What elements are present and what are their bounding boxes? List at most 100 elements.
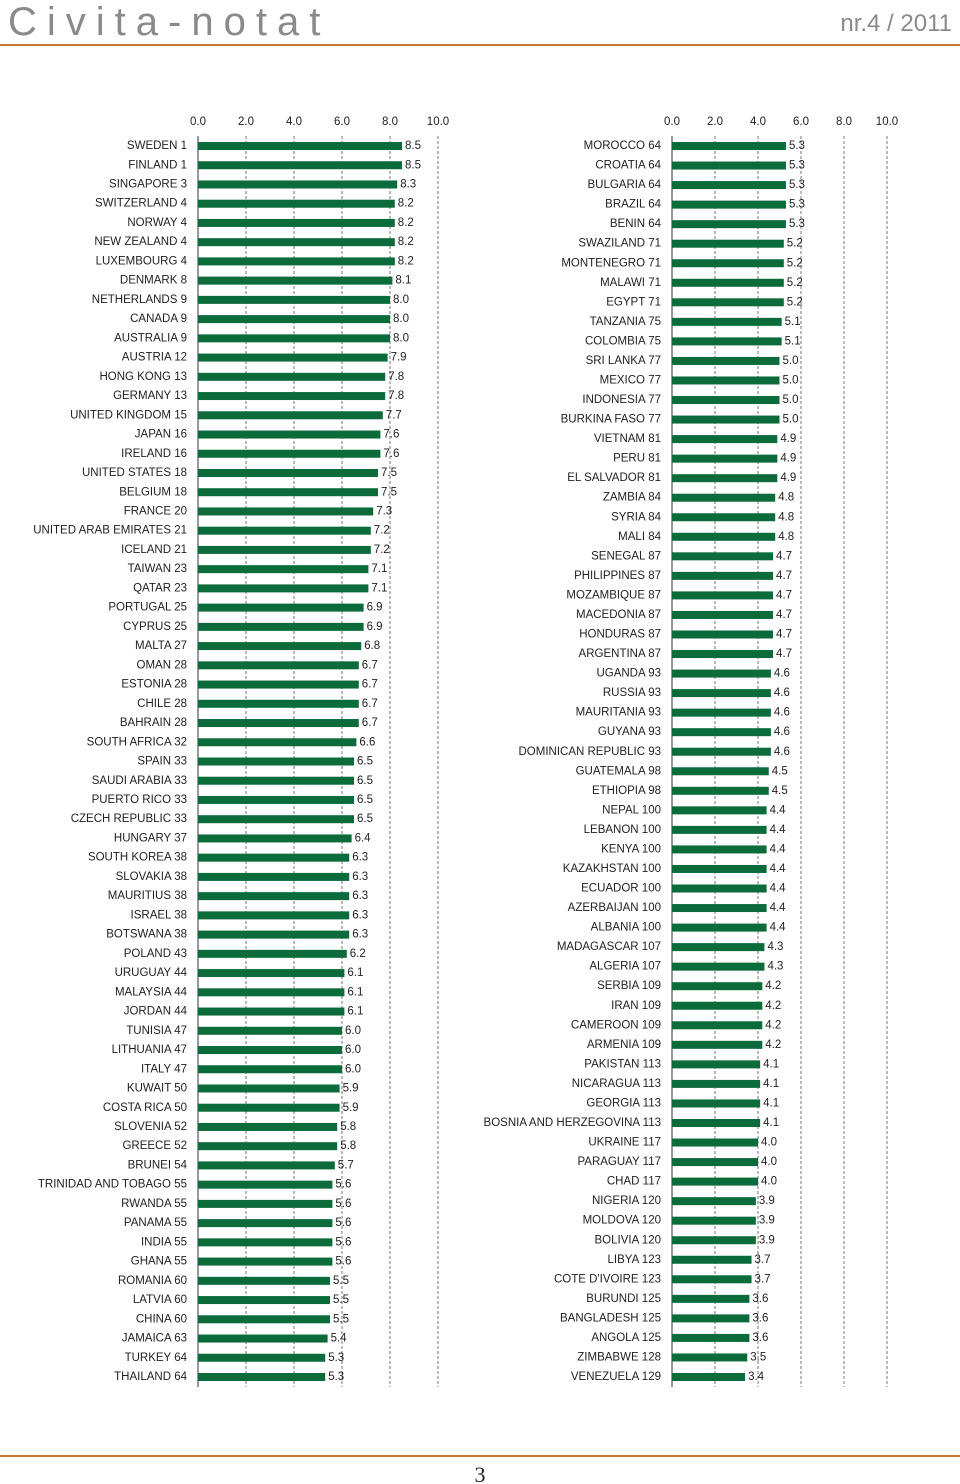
- value-label: 4.2: [765, 1000, 781, 1012]
- value-label: 3.4: [748, 1371, 765, 1383]
- x-tick-label: 2.0: [238, 116, 254, 128]
- bar: [198, 372, 386, 381]
- bar: [672, 689, 771, 698]
- bar: [672, 396, 780, 405]
- x-tick-label: 8.0: [836, 116, 852, 128]
- bar: [198, 1065, 342, 1074]
- value-label: 4.8: [778, 511, 794, 523]
- value-label: 6.5: [357, 813, 373, 825]
- bar: [672, 415, 780, 424]
- value-label: 5.3: [789, 140, 805, 152]
- value-label: 6.8: [364, 640, 380, 652]
- bar: [198, 930, 350, 939]
- category-label: PAKISTAN 113: [584, 1058, 661, 1070]
- bar: [198, 834, 352, 843]
- value-label: 4.7: [776, 648, 792, 660]
- bar: [198, 949, 347, 958]
- value-label: 4.4: [770, 824, 787, 836]
- bar: [672, 376, 780, 385]
- bar: [198, 392, 386, 401]
- value-label: 5.2: [787, 257, 803, 269]
- bar: [198, 1084, 340, 1093]
- category-label: DOMINICAN REPUBLIC 93: [518, 746, 661, 758]
- value-label: 5.0: [783, 394, 799, 406]
- value-label: 4.1: [763, 1117, 779, 1129]
- category-label: ANGOLA 125: [591, 1332, 661, 1344]
- value-label: 8.5: [405, 159, 421, 171]
- value-label: 3.9: [759, 1195, 775, 1207]
- value-label: 8.2: [398, 255, 414, 267]
- value-label: 8.2: [398, 217, 414, 229]
- category-label: SOUTH KOREA 38: [88, 852, 187, 864]
- category-label: MOZAMBIQUE 87: [566, 589, 661, 601]
- value-label: 3.6: [752, 1332, 768, 1344]
- bar: [672, 1177, 758, 1186]
- category-label: THAILAND 64: [114, 1371, 187, 1383]
- category-label: BRUNEI 54: [128, 1159, 188, 1171]
- bar: [198, 969, 345, 978]
- bar: [672, 1060, 761, 1069]
- value-label: 6.5: [357, 756, 373, 768]
- category-label: KUWAIT 50: [127, 1083, 187, 1095]
- value-label: 4.4: [770, 902, 787, 914]
- bar: [672, 161, 786, 170]
- value-label: 4.8: [778, 492, 794, 504]
- category-label: LEBANON 100: [584, 824, 661, 836]
- value-label: 5.3: [789, 199, 805, 211]
- bar: [672, 610, 774, 619]
- category-label: BAHRAIN 28: [120, 717, 187, 729]
- value-label: 5.3: [328, 1352, 344, 1364]
- bar: [198, 1296, 330, 1305]
- bar: [198, 334, 390, 343]
- bar: [672, 454, 778, 463]
- bar: [672, 435, 778, 444]
- value-label: 7.8: [388, 390, 404, 402]
- value-label: 4.5: [772, 765, 788, 777]
- bar: [672, 669, 771, 678]
- bar: [672, 864, 767, 873]
- bar: [672, 591, 774, 600]
- value-label: 6.5: [357, 794, 373, 806]
- value-label: 4.4: [770, 843, 787, 855]
- value-label: 4.9: [780, 453, 796, 465]
- bar: [198, 661, 359, 670]
- bar: [672, 1353, 748, 1362]
- value-label: 5.1: [785, 316, 801, 328]
- value-label: 8.1: [395, 275, 411, 287]
- value-label: 5.6: [335, 1198, 351, 1210]
- category-label: UNITED STATES 18: [82, 467, 187, 479]
- category-label: COTE D'IVOIRE 123: [554, 1273, 661, 1285]
- value-label: 5.5: [333, 1294, 349, 1306]
- category-label: UGANDA 93: [596, 668, 661, 680]
- issue-number: nr.4 / 2011: [840, 10, 952, 37]
- bar: [672, 1333, 750, 1342]
- bar: [198, 1122, 338, 1131]
- category-label: ZIMBABWE 128: [577, 1351, 661, 1363]
- bar: [672, 1138, 758, 1147]
- value-label: 4.2: [765, 1039, 781, 1051]
- bar: [198, 1238, 333, 1247]
- bar: [198, 738, 357, 747]
- category-label: LUXEMBOURG 4: [96, 255, 188, 267]
- value-label: 3.9: [759, 1215, 775, 1227]
- x-tick-label: 8.0: [382, 116, 398, 128]
- category-label: NETHERLANDS 9: [92, 294, 187, 306]
- value-label: 5.8: [340, 1140, 356, 1152]
- bar: [198, 161, 402, 170]
- bar: [672, 513, 776, 522]
- category-label: MAURITANIA 93: [576, 707, 661, 719]
- bar: [672, 1373, 746, 1381]
- bar: [672, 552, 774, 561]
- value-label: 4.1: [763, 1078, 779, 1090]
- bar: [198, 680, 359, 689]
- value-label: 3.6: [752, 1293, 768, 1305]
- bar: [672, 1001, 763, 1010]
- bar: [672, 278, 784, 287]
- category-label: NORWAY 4: [127, 217, 187, 229]
- value-label: 5.0: [783, 414, 799, 426]
- bar: [198, 584, 369, 593]
- value-label: 4.9: [780, 472, 796, 484]
- value-label: 4.4: [770, 804, 787, 816]
- bar: [198, 238, 395, 247]
- category-label: BURUNDI 125: [586, 1293, 661, 1305]
